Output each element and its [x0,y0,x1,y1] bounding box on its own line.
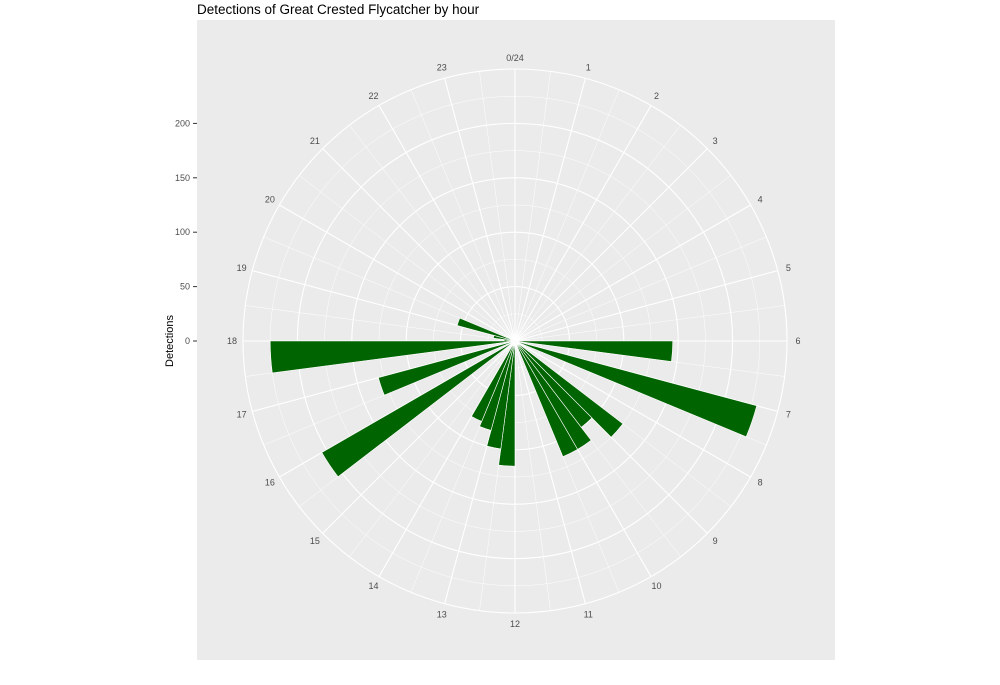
hour-tick-label: 9 [713,536,718,546]
spoke-minor [410,89,516,342]
hour-tick-label: 22 [368,91,378,101]
bars-layer [269,317,758,478]
bar [514,340,758,438]
y-tick-label: 200 [175,118,190,128]
bar [514,340,578,457]
spoke-major [514,148,708,342]
spoke-minor [514,125,681,342]
hour-tick-label: 12 [510,619,520,629]
hour-tick-label: 16 [265,478,275,488]
hour-tick-label: 1 [586,63,591,73]
bar [321,340,516,478]
hour-tick-labels: 0/24123456789101112131415161718192021222… [227,53,801,629]
spoke-minor [514,236,767,342]
spoke-major [279,204,516,342]
y-tick-label: 100 [175,227,190,237]
hour-tick-label: 15 [310,536,320,546]
hour-tick-label: 10 [651,581,661,591]
bar [378,340,516,396]
spoke-minor [514,305,785,342]
hour-tick-label: 19 [237,263,247,273]
spoke-major [514,340,586,604]
bar [514,340,674,362]
hour-tick-label: 20 [265,195,275,205]
spoke-major [322,148,516,342]
hour-tick-label: 6 [795,336,800,346]
hour-tick-label: 3 [713,136,718,146]
spoke-major [514,204,751,342]
y-axis-title: Detections [164,315,176,367]
spoke-minor [349,125,516,342]
hour-tick-label: 13 [437,609,447,619]
bar [471,340,516,422]
bar [269,340,516,374]
spoke-major [378,105,516,342]
y-tick-label: 0 [185,336,190,346]
hour-tick-label: 8 [758,478,763,488]
hour-tick-label: 23 [437,63,447,73]
hour-tick-label: 7 [786,409,791,419]
hour-tick-label: 5 [786,263,791,273]
chart-title: Detections of Great Crested Flycatcher b… [197,2,480,17]
y-tick-label: 150 [175,173,190,183]
hour-tick-label: 18 [227,336,237,346]
spoke-minor [349,340,516,557]
spoke-major [322,340,516,534]
spoke-minor [479,71,516,342]
y-axis: 0 50 100 150 200 [175,118,197,346]
spoke-minor [245,305,516,342]
spoke-minor [514,175,731,342]
spoke-minor [514,340,551,611]
bar [456,317,516,342]
hour-tick-label: 14 [368,581,378,591]
bar [479,340,516,431]
spoke-major [514,105,652,342]
spoke-major [444,78,516,342]
hour-tick-label: 2 [654,91,659,101]
hour-tick-label: 11 [584,609,593,619]
hour-tick-label: 17 [237,409,247,419]
y-tick-label: 50 [180,282,190,292]
hour-tick-label: 21 [310,136,320,146]
hour-tick-label: 4 [758,195,763,205]
spoke-minor [514,89,620,342]
spoke-major [514,78,586,342]
bar [514,340,624,438]
spoke-minor [299,175,516,342]
spoke-major [514,270,778,342]
spoke-major [514,340,751,478]
hour-tick-label: 0/24 [506,53,524,63]
spoke-minor [514,71,551,342]
